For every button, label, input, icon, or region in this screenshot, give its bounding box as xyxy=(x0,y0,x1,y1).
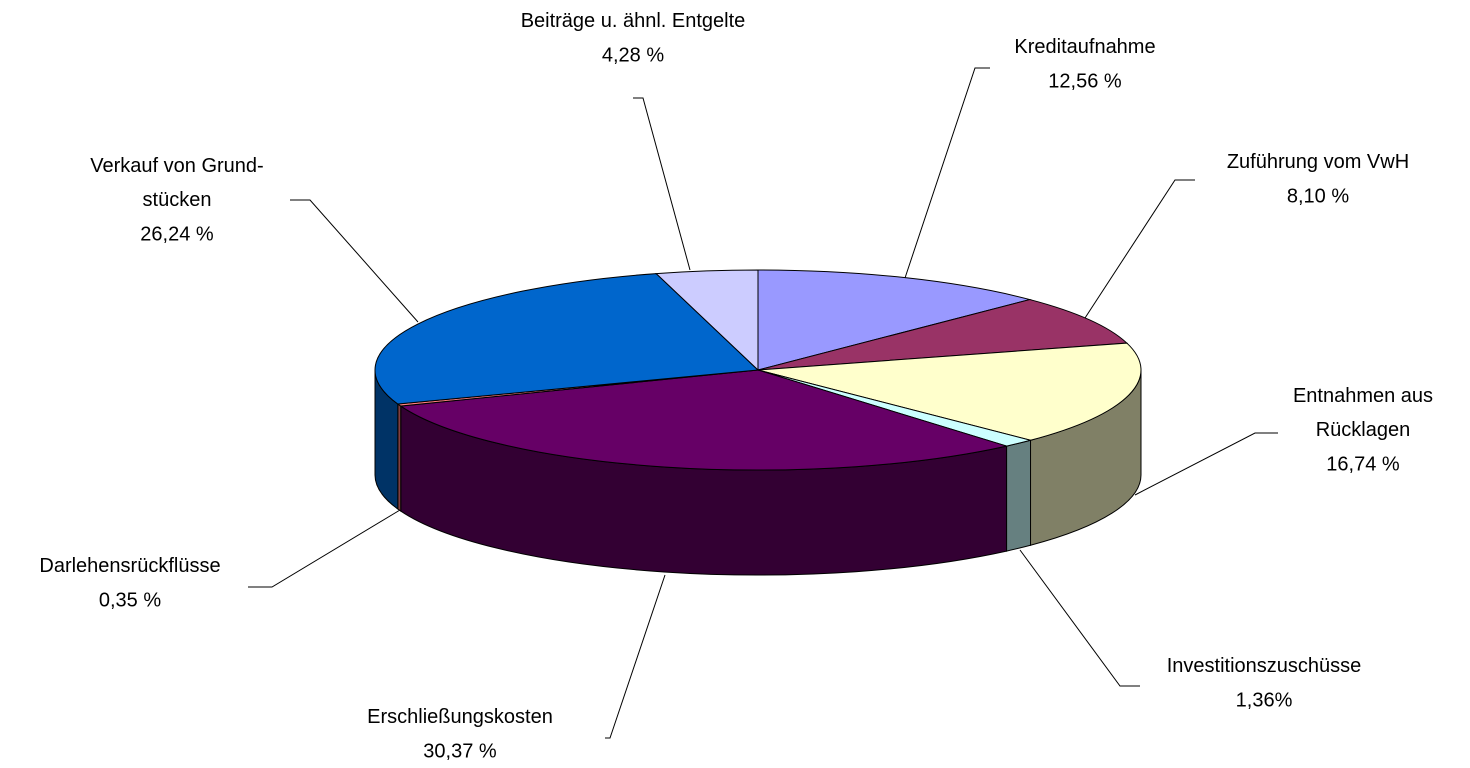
label-line: stücken xyxy=(143,189,212,211)
value-label: 1,36% xyxy=(1236,689,1293,711)
label-line: Beiträge u. ähnl. Entgelte xyxy=(521,10,746,32)
value-label: 4,28 % xyxy=(602,44,664,66)
leader-line xyxy=(248,509,401,588)
label-line: Rücklagen xyxy=(1316,419,1411,441)
value-label: 16,74 % xyxy=(1326,453,1400,475)
slice xyxy=(757,299,1129,371)
slice-side xyxy=(1006,439,1032,552)
slice xyxy=(655,269,759,372)
label-line: Erschließungskosten xyxy=(367,706,553,728)
slice xyxy=(374,273,760,405)
slice xyxy=(757,342,1142,441)
label-line: Kreditaufnahme xyxy=(1014,36,1155,58)
label-line: Investitionszuschüsse xyxy=(1167,655,1362,677)
slice-label: Verkauf von Grund-stücken xyxy=(90,155,263,211)
leader-line xyxy=(290,199,419,323)
leader-line xyxy=(1019,549,1140,687)
slice-label: Investitionszuschüsse xyxy=(1167,655,1362,677)
leader-line xyxy=(1084,179,1195,319)
slice xyxy=(399,369,1009,471)
label-line: Verkauf von Grund- xyxy=(90,155,263,177)
leader-line xyxy=(633,97,691,271)
slice-label: Beiträge u. ähnl. Entgelte xyxy=(521,10,746,32)
leader-line xyxy=(904,67,990,279)
value-label: 30,37 % xyxy=(423,740,497,762)
label-line: Entnahmen aus xyxy=(1293,385,1433,407)
value-label: 12,56 % xyxy=(1048,70,1122,92)
value-label: 8,10 % xyxy=(1287,185,1349,207)
leader-line xyxy=(1134,432,1278,496)
slice-label: Darlehensrückflüsse xyxy=(39,555,220,577)
slice-label: Zuführung vom VwH xyxy=(1227,151,1409,173)
label-line: Zuführung vom VwH xyxy=(1227,151,1409,173)
slice-label: Kreditaufnahme xyxy=(1014,36,1155,58)
label-line: Darlehensrückflüsse xyxy=(39,555,220,577)
value-label: 26,24 % xyxy=(140,223,214,245)
leader-line xyxy=(605,574,666,739)
value-label: 0,35 % xyxy=(99,589,161,611)
slice-label: Entnahmen aus Rücklagen xyxy=(1293,385,1433,441)
slice-label: Erschließungskosten xyxy=(367,706,553,728)
